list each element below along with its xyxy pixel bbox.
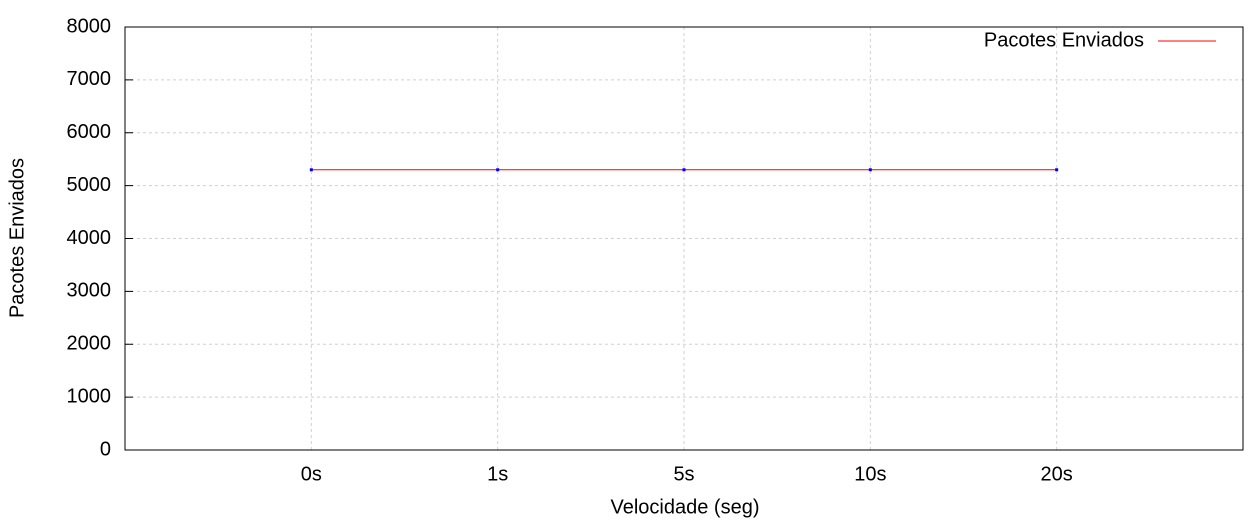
y-axis-label: Pacotes Enviados	[6, 158, 28, 318]
y-tick-label: 0	[100, 438, 111, 460]
x-tick-label: 0s	[301, 463, 322, 485]
x-tick-label: 10s	[854, 463, 886, 485]
x-axis-label: Velocidade (seg)	[611, 496, 760, 518]
data-point	[309, 168, 313, 172]
y-tick-label: 2000	[67, 333, 112, 355]
data-point	[868, 168, 872, 172]
x-tick-label: 1s	[487, 463, 508, 485]
y-tick-label: 4000	[67, 227, 112, 249]
y-tick-label: 3000	[67, 280, 112, 302]
y-tick-label: 6000	[67, 121, 112, 143]
x-tick-label: 20s	[1041, 463, 1073, 485]
legend-label: Pacotes Enviados	[984, 29, 1144, 51]
y-tick-label: 8000	[67, 15, 112, 37]
y-tick-label: 1000	[67, 385, 112, 407]
data-point	[682, 168, 686, 172]
y-tick-label: 5000	[67, 174, 112, 196]
data-point	[1055, 168, 1059, 172]
x-tick-label: 5s	[673, 463, 694, 485]
y-tick-label: 7000	[67, 68, 112, 90]
plot-frame	[124, 26, 1244, 451]
data-point	[496, 168, 500, 172]
